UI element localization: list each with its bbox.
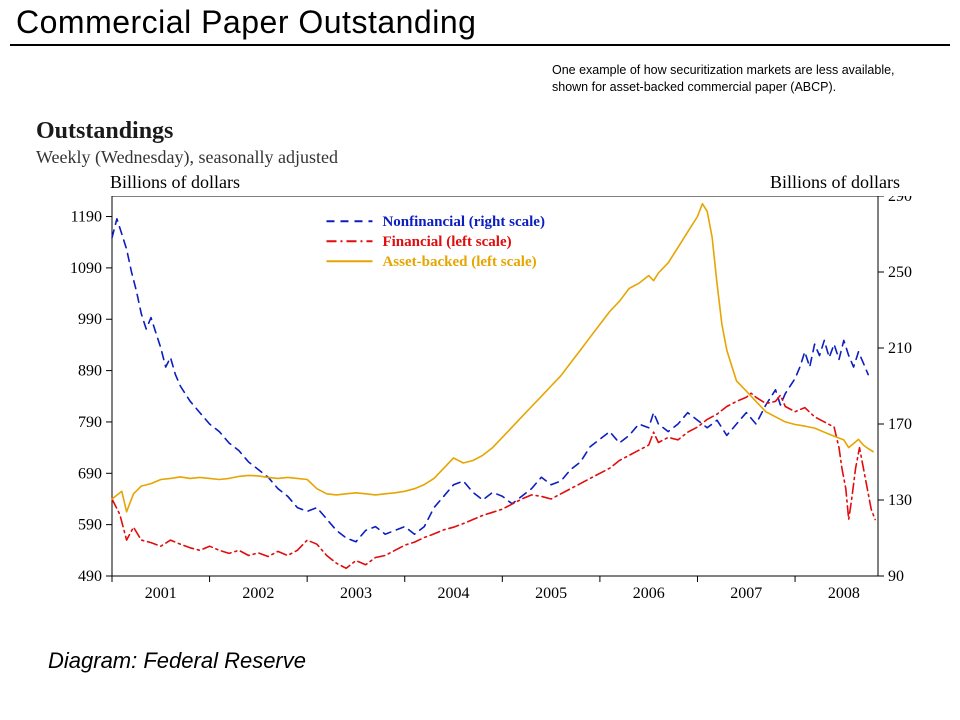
y-left-tick-label: 1090 — [70, 260, 102, 277]
legend-label: Nonfinancial (right scale) — [382, 214, 544, 230]
x-tick-label: 2001 — [145, 585, 177, 602]
chart-header: Outstandings Weekly (Wednesday), seasona… — [36, 118, 338, 168]
y-left-tick-label: 590 — [78, 517, 102, 534]
chart-svg: 490 590 690 790 890 990 1090 1190 90 130 170 210 250… — [36, 196, 924, 616]
x-tick-label: 2004 — [438, 585, 470, 602]
caption-text: One example of how securitization market… — [552, 62, 932, 96]
y-right-tick-label: 290 — [888, 196, 912, 205]
y-left-tick-label: 490 — [78, 568, 102, 585]
left-axis-title: Billions of dollars — [110, 172, 240, 193]
title-rule — [10, 44, 950, 46]
chart-title: Outstandings — [36, 118, 338, 145]
x-tick-label: 2003 — [340, 585, 372, 602]
x-tick-label: 2005 — [535, 585, 567, 602]
y-right-tick-label: 170 — [888, 416, 912, 433]
x-tick-label: 2008 — [828, 585, 860, 602]
y-left-tick-label: 990 — [78, 311, 102, 328]
page-title: Commercial Paper Outstanding — [16, 4, 476, 41]
legend-label: Asset-backed (left scale) — [382, 254, 536, 270]
chart: 490 590 690 790 890 990 1090 1190 90 130 170 210 250… — [36, 196, 924, 616]
y-left-tick-label: 690 — [78, 465, 102, 482]
y-right-tick-label: 210 — [888, 340, 912, 357]
slide: Commercial Paper Outstanding One example… — [0, 0, 960, 720]
y-left-tick-label: 890 — [78, 363, 102, 380]
chart-subtitle: Weekly (Wednesday), seasonally adjusted — [36, 147, 338, 168]
x-tick-label: 2002 — [242, 585, 274, 602]
x-tick-label: 2006 — [633, 585, 665, 602]
y-left-tick-label: 1190 — [71, 209, 102, 226]
y-right-tick-label: 90 — [888, 568, 904, 585]
x-tick-label: 2007 — [730, 585, 762, 602]
right-axis-title: Billions of dollars — [770, 172, 900, 193]
plot-area — [112, 196, 878, 576]
legend-label: Financial (left scale) — [382, 234, 511, 250]
y-right-tick-label: 130 — [888, 492, 912, 509]
source-credit: Diagram: Federal Reserve — [48, 648, 306, 674]
y-left-tick-label: 790 — [78, 414, 102, 431]
y-right-tick-label: 250 — [888, 264, 912, 281]
